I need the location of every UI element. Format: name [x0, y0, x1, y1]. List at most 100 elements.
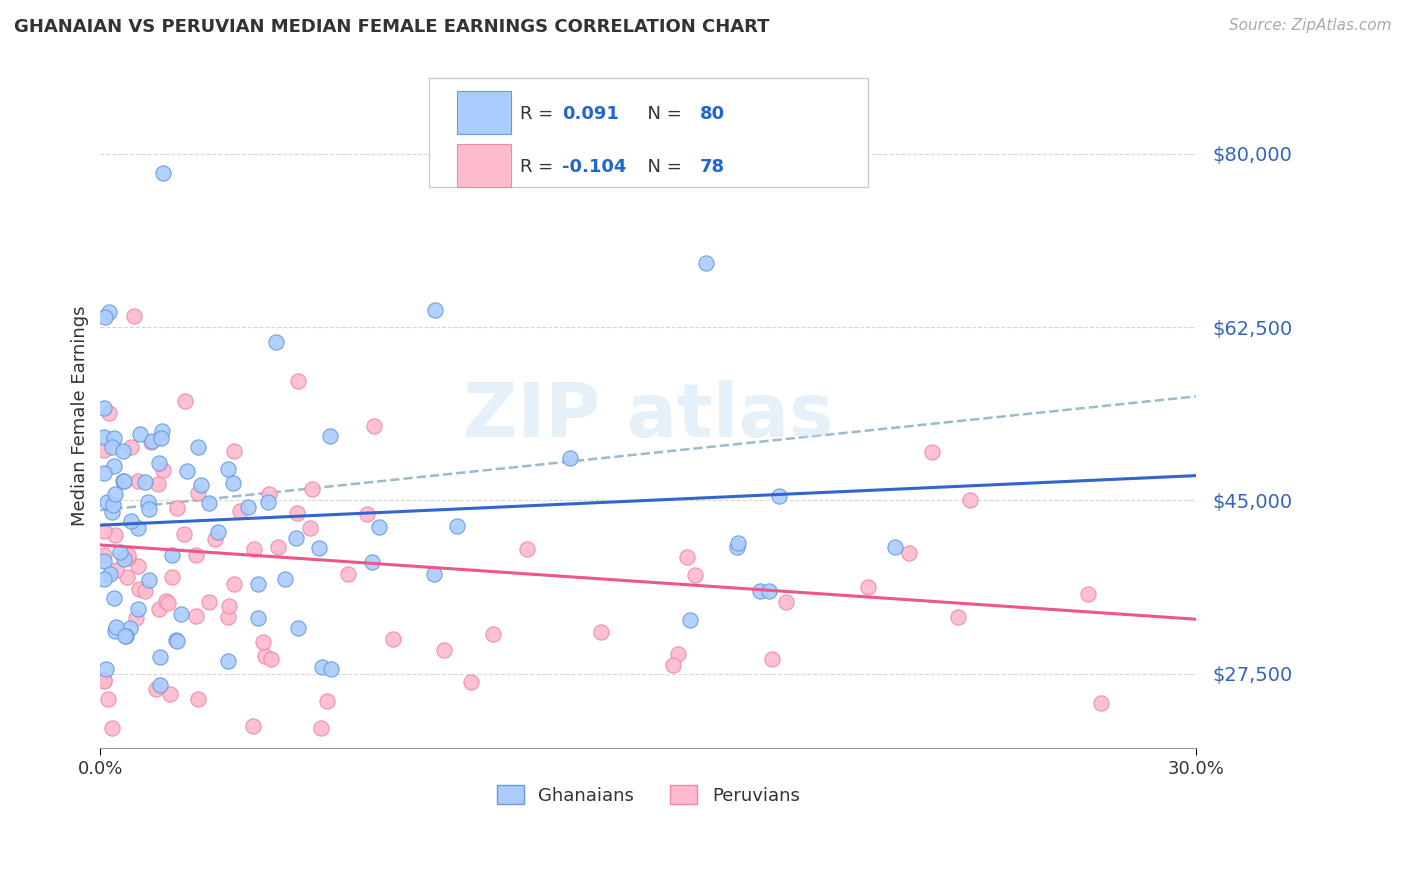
Point	[267, 540, 290, 554]
Text: 78: 78	[700, 158, 725, 177]
FancyBboxPatch shape	[429, 78, 868, 187]
Point	[360, 555, 382, 569]
Point	[198, 594, 221, 608]
Point	[100, 505, 122, 519]
Point	[336, 566, 359, 581]
Point	[127, 558, 149, 573]
Point	[120, 621, 142, 635]
Point	[217, 462, 239, 476]
Point	[93, 674, 115, 689]
Point	[446, 518, 468, 533]
Point	[96, 495, 118, 509]
Point	[103, 431, 125, 445]
Point	[104, 624, 127, 639]
Point	[112, 444, 135, 458]
Point	[207, 524, 229, 539]
Text: N =: N =	[637, 158, 688, 177]
Point	[285, 506, 308, 520]
Point	[775, 595, 797, 609]
Point	[93, 673, 115, 687]
Point	[725, 540, 748, 554]
Point	[127, 521, 149, 535]
Point	[150, 424, 173, 438]
Point	[695, 255, 717, 269]
Point	[218, 599, 240, 613]
Point	[148, 602, 170, 616]
Point	[103, 591, 125, 606]
Point	[117, 549, 139, 563]
Point	[761, 652, 783, 666]
Point	[105, 563, 128, 577]
Point	[152, 166, 174, 180]
Point	[97, 406, 120, 420]
Point	[98, 567, 121, 582]
Point	[186, 609, 208, 624]
Point	[160, 548, 183, 562]
Point	[93, 549, 115, 563]
Point	[176, 464, 198, 478]
Point	[104, 527, 127, 541]
Point	[190, 477, 212, 491]
Point	[117, 551, 139, 566]
Point	[260, 652, 283, 666]
Text: GHANAIAN VS PERUVIAN MEDIAN FEMALE EARNINGS CORRELATION CHART: GHANAIAN VS PERUVIAN MEDIAN FEMALE EARNI…	[14, 18, 769, 36]
Point	[111, 475, 134, 489]
Point	[381, 632, 404, 646]
Text: 0.091: 0.091	[562, 105, 619, 123]
Point	[117, 570, 139, 584]
Point	[222, 444, 245, 458]
Point	[125, 611, 148, 625]
Point	[104, 487, 127, 501]
Point	[748, 584, 770, 599]
Point	[173, 394, 195, 409]
Point	[266, 334, 288, 349]
Point	[170, 607, 193, 621]
Point	[120, 440, 142, 454]
Text: -0.104: -0.104	[562, 158, 626, 177]
FancyBboxPatch shape	[457, 91, 512, 134]
Text: 80: 80	[700, 105, 725, 123]
Point	[173, 526, 195, 541]
Point	[229, 504, 252, 518]
Point	[274, 572, 297, 586]
Point	[152, 463, 174, 477]
Point	[238, 500, 260, 515]
Point	[105, 619, 128, 633]
Point	[165, 633, 187, 648]
Point	[589, 625, 612, 640]
Point	[114, 629, 136, 643]
Point	[100, 440, 122, 454]
Point	[139, 434, 162, 449]
Point	[93, 554, 115, 568]
Point	[1077, 587, 1099, 601]
Point	[247, 611, 270, 625]
Point	[115, 629, 138, 643]
Point	[481, 626, 503, 640]
Point	[423, 567, 446, 582]
Point	[157, 596, 180, 610]
Point	[134, 475, 156, 489]
Text: N =: N =	[637, 105, 688, 123]
Point	[301, 483, 323, 497]
Point	[112, 474, 135, 488]
Point	[122, 310, 145, 324]
Point	[768, 489, 790, 503]
Point	[311, 659, 333, 673]
Point	[187, 691, 209, 706]
Point	[308, 541, 330, 555]
Point	[242, 719, 264, 733]
Point	[558, 450, 581, 465]
Point	[921, 445, 943, 459]
Point	[204, 532, 226, 546]
Point	[856, 580, 879, 594]
Point	[356, 507, 378, 521]
Point	[96, 662, 118, 676]
Point	[138, 574, 160, 588]
Point	[138, 502, 160, 516]
Point	[287, 375, 309, 389]
Point	[93, 467, 115, 481]
Point	[319, 428, 342, 442]
Point	[679, 613, 702, 627]
Point	[198, 496, 221, 510]
Point	[253, 648, 276, 663]
